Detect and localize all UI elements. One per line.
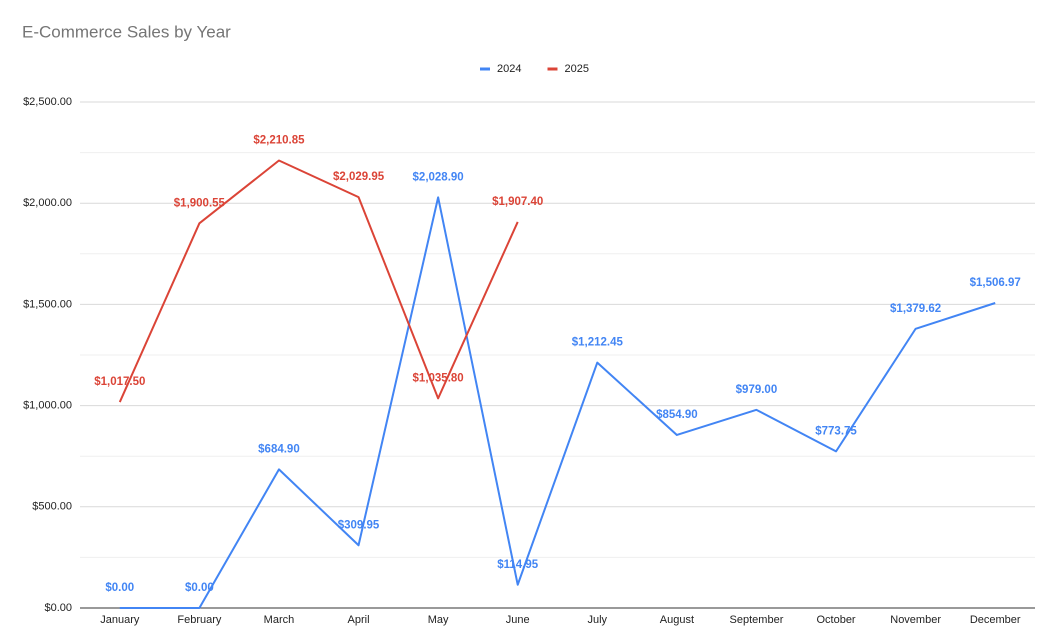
data-label: $114.95 (497, 559, 539, 571)
data-label: $309.95 (338, 519, 380, 531)
data-label: $773.75 (815, 425, 857, 437)
x-tick-label: December (970, 614, 1021, 626)
series-line (118, 159, 519, 403)
x-tick-label: June (506, 614, 530, 626)
x-tick-label: July (588, 614, 608, 626)
data-label: $1,035.80 (413, 372, 464, 384)
data-label: $1,506.97 (970, 277, 1021, 289)
legend-label: 2025 (564, 63, 588, 75)
y-tick-label: $2,000.00 (23, 197, 72, 209)
y-tick-label: $1,500.00 (23, 298, 72, 310)
x-tick-label: October (816, 614, 855, 626)
x-tick-label: April (348, 614, 370, 626)
x-tick-label: May (428, 614, 449, 626)
x-tick-label: August (660, 614, 694, 626)
data-label: $1,212.45 (572, 337, 624, 349)
data-label: $684.90 (258, 443, 300, 455)
data-label: $1,907.40 (492, 196, 543, 208)
series-line (119, 196, 996, 609)
x-tick-label: March (264, 614, 295, 626)
legend-label: 2024 (497, 63, 521, 75)
data-label: $2,210.85 (253, 135, 305, 147)
y-tick-label: $1,000.00 (23, 400, 72, 412)
chart-title: E-Commerce Sales by Year (22, 22, 231, 41)
x-tick-label: January (100, 614, 140, 626)
x-tick-label: September (730, 614, 784, 626)
data-label: $2,028.90 (413, 171, 464, 183)
data-label: $979.00 (736, 384, 778, 396)
data-label: $854.90 (656, 409, 698, 421)
x-tick-label: February (177, 614, 222, 626)
data-label: $1,900.55 (174, 197, 226, 209)
data-label: $1,379.62 (890, 303, 941, 315)
data-label: $0.00 (105, 582, 134, 594)
data-label: $1,017.50 (94, 376, 145, 388)
y-tick-label: $0.00 (44, 602, 72, 614)
data-label: $2,029.95 (333, 171, 385, 183)
data-label: $0.00 (185, 582, 214, 594)
y-tick-label: $500.00 (32, 501, 72, 513)
x-tick-label: November (890, 614, 941, 626)
y-tick-label: $2,500.00 (23, 96, 72, 108)
